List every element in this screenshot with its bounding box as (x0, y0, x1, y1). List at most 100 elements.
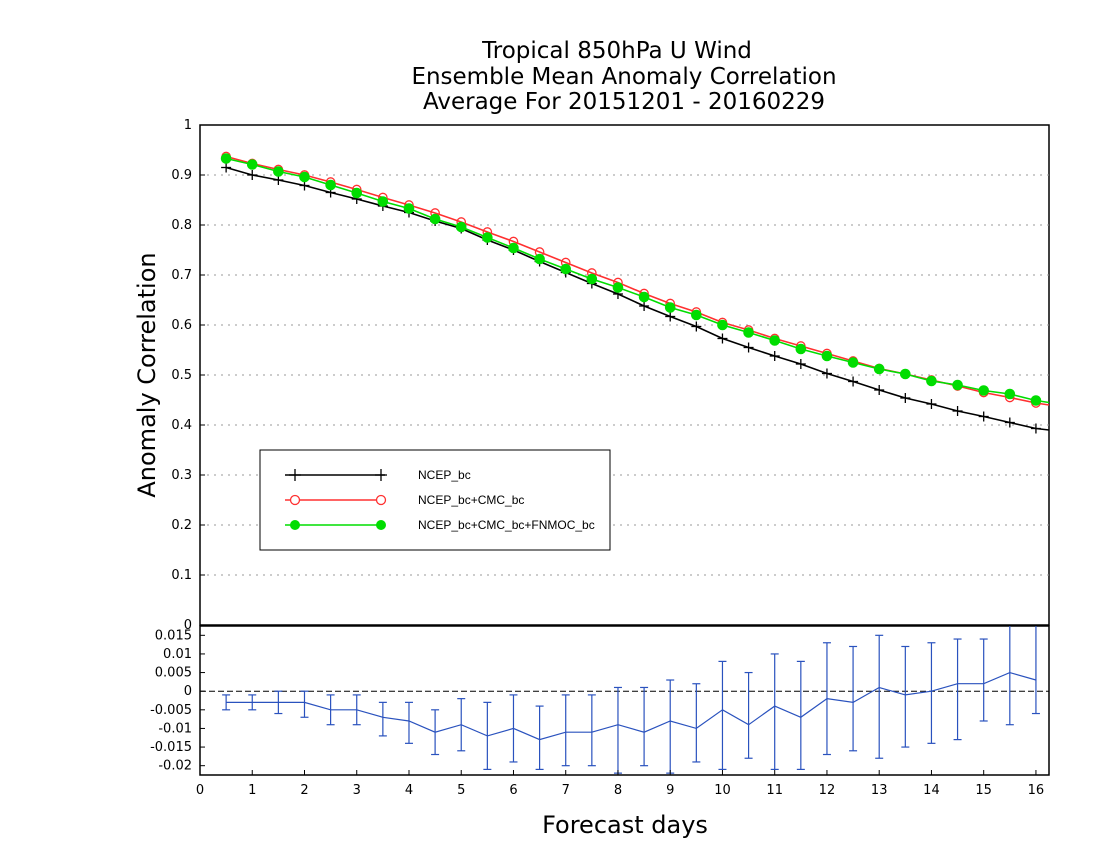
data-point (534, 253, 545, 265)
x-tick-label: 1 (248, 783, 256, 798)
y-tick-label: 0.005 (155, 666, 192, 681)
data-point (638, 291, 650, 303)
error-bar (640, 686, 649, 767)
main-series (220, 151, 1050, 434)
x-tick-label: 15 (975, 783, 992, 798)
legend-label: NCEP_bc+CMC_bc+FNMOC_bc (418, 518, 595, 532)
error-bar (875, 634, 884, 759)
data-point (717, 333, 728, 344)
error-bar (796, 660, 805, 771)
data-point (978, 385, 989, 396)
legend-label: NCEP_bc+CMC_bc (418, 493, 524, 507)
chart-title-line-2: Ensemble Mean Anomaly Correlation (411, 64, 836, 90)
y-tick-label: -0.015 (150, 740, 192, 755)
x-tick-label: 8 (614, 783, 622, 798)
error-bar (352, 694, 361, 726)
legend: NCEP_bc NCEP_bc+CMC_bc NCEP_bc+CMC_bc+FNMO… (259, 449, 611, 551)
x-tick-label: 4 (405, 783, 413, 798)
y-tick-label: 0.5 (171, 368, 192, 383)
data-point (429, 213, 441, 225)
series-2 (220, 153, 1050, 406)
data-point (769, 335, 781, 346)
y-tick-label: -0.01 (158, 721, 192, 736)
data-point (873, 363, 885, 375)
data-point (691, 321, 702, 332)
data-point (1004, 388, 1016, 400)
error-bar (692, 683, 701, 763)
error-bar (953, 638, 962, 741)
data-point (612, 282, 624, 293)
error-bar (901, 645, 910, 748)
x-tick-label: 3 (353, 783, 361, 798)
legend-label: NCEP_bc (418, 468, 471, 482)
diff-series (222, 626, 1040, 774)
data-point (220, 153, 232, 164)
y-tick-label: 0 (184, 618, 192, 633)
x-tick-label: 7 (562, 783, 570, 798)
data-point (455, 221, 467, 233)
data-point (795, 343, 807, 355)
chart-title-line-1: Tropical 850hPa U Wind (481, 38, 752, 64)
y-tick-label: -0.005 (150, 703, 192, 718)
x-tick-label: 13 (871, 783, 888, 798)
data-point (848, 376, 859, 387)
data-point (691, 309, 702, 321)
x-tick-label: 10 (714, 783, 731, 798)
error-bar (431, 709, 440, 756)
data-point (874, 385, 885, 395)
y-tick-label: 1 (184, 118, 192, 133)
data-point (665, 311, 676, 322)
data-point (325, 179, 336, 191)
diff-y-ticks: -0.02 -0.015 -0.01 -0.005 0 0.005 0.01 0.015 (150, 628, 1049, 774)
x-tick-label: 12 (819, 783, 836, 798)
error-bar (300, 690, 309, 718)
legend-marker (376, 520, 386, 530)
data-point (246, 159, 258, 170)
data-point (664, 302, 676, 313)
data-point (743, 327, 754, 338)
error-bar (718, 660, 727, 771)
legend-marker (290, 520, 300, 530)
legend-marker (375, 494, 387, 506)
y-tick-label: 0.01 (163, 647, 192, 662)
error-bar (927, 642, 936, 744)
x-axis-label: Forecast days (542, 811, 708, 839)
y-tick-label: 0.3 (171, 468, 192, 483)
data-point (926, 399, 937, 409)
y-tick-label: 0.4 (171, 418, 192, 433)
error-bar (744, 671, 753, 759)
error-bar (1031, 626, 1040, 715)
data-point (586, 273, 598, 285)
y-tick-label: 0.6 (171, 318, 192, 333)
data-point (482, 232, 493, 243)
x-tick-label: 11 (766, 783, 783, 798)
y-tick-label: 0.7 (171, 268, 192, 283)
y-tick-label: 0 (184, 684, 192, 699)
data-point (1030, 423, 1041, 434)
error-bar (222, 694, 231, 711)
legend-entry: NCEP_bc+CMC_bc+FNMOC_bc (285, 518, 595, 532)
x-tick-label: 14 (923, 783, 940, 798)
data-point (900, 368, 911, 380)
data-point (639, 301, 650, 311)
data-point (403, 203, 415, 214)
data-point (978, 411, 989, 422)
main-y-ticks: 0 0.1 0.2 0.3 0.4 0.5 0.6 0.7 0.8 0.9 1 (171, 118, 205, 633)
error-bar (770, 653, 779, 771)
error-bar (979, 638, 988, 722)
x-tick-label: 6 (509, 783, 517, 798)
error-bar (248, 694, 257, 711)
x-tick-label: 2 (300, 783, 308, 798)
diff-line (226, 671, 1037, 741)
error-bar (535, 705, 544, 771)
legend-entry: NCEP_bc (285, 468, 471, 482)
data-point (1030, 395, 1042, 406)
data-point (900, 393, 911, 403)
error-bar (483, 701, 492, 771)
error-bar (326, 694, 335, 726)
data-point (952, 379, 963, 391)
data-point (377, 196, 389, 207)
error-bar (561, 694, 570, 767)
data-point (560, 263, 572, 275)
